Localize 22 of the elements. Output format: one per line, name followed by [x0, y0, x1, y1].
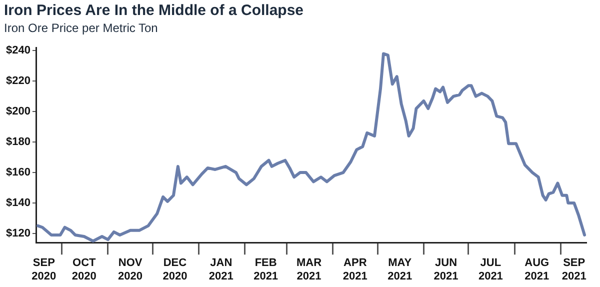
- x-tick-label: OCT 2020: [72, 257, 96, 282]
- x-tick-label: JUN 2021: [434, 257, 458, 282]
- x-tick-label: AUG 2021: [524, 257, 550, 282]
- chart-subtitle: Iron Ore Price per Metric Ton: [4, 21, 158, 35]
- x-tick-label: JUL 2021: [478, 257, 503, 282]
- x-tick-label: SEP 2020: [32, 257, 56, 282]
- x-tick-label: MAY 2021: [388, 257, 412, 282]
- x-tick-label: NOV 2020: [118, 257, 143, 282]
- x-tick-label: FEB 2021: [254, 257, 278, 282]
- y-tick-label: $180: [6, 136, 30, 148]
- y-tick-label: $220: [6, 75, 30, 88]
- y-tick-label: $160: [6, 166, 30, 179]
- y-tick-label: $120: [6, 227, 30, 240]
- x-tick-label: DEC 2020: [162, 257, 188, 282]
- chart-title: Iron Prices Are In the Middle of a Collapse: [4, 2, 304, 19]
- y-tick-label: $140: [6, 197, 30, 210]
- x-tick-label: APR 2021: [342, 257, 368, 282]
- y-tick-label: $200: [6, 106, 30, 118]
- y-tick-label: $240: [6, 44, 30, 57]
- x-tick-label: MAR 2021: [296, 257, 322, 282]
- x-tick-label: JAN 2021: [208, 257, 234, 282]
- x-tick-label: SEP 2021: [562, 257, 586, 282]
